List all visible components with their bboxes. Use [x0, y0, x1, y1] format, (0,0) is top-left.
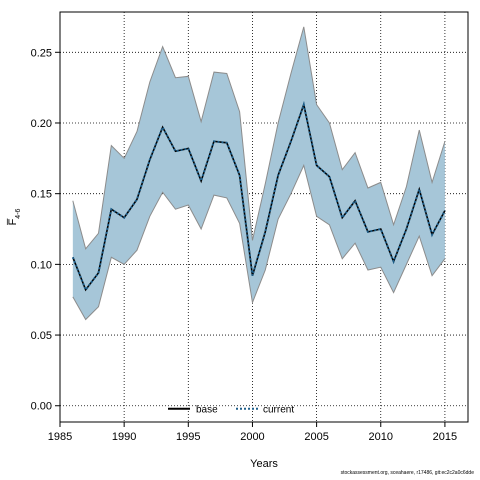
- legend-label-base: base: [196, 405, 218, 416]
- plot-frame: [59, 11, 469, 423]
- y-tick-label: 0.25: [31, 47, 52, 59]
- x-tick-label: 2005: [304, 431, 328, 443]
- confidence-band: [72, 26, 446, 321]
- legend-label-current: current: [263, 405, 294, 416]
- x-tick-label: 1985: [48, 431, 72, 443]
- x-tick-label: 1995: [176, 431, 200, 443]
- y-axis-title-sub: 4-6: [15, 208, 22, 218]
- band-area: [72, 26, 445, 320]
- band-lower-edge: [72, 163, 446, 321]
- y-tick-label: 0.05: [31, 330, 52, 342]
- series-line-current: [71, 100, 446, 292]
- svg-text:F̅4-6: F̅4-6: [7, 208, 22, 225]
- y-tick-label: 0.00: [31, 401, 52, 413]
- x-tick-label: 1990: [112, 431, 136, 443]
- x-tick-label: 2015: [433, 431, 457, 443]
- series-lines: [71, 100, 446, 292]
- x-axis-title: Years: [250, 458, 278, 470]
- footer-credit: stockassessment.org, sceahaere, r17486, …: [340, 470, 474, 476]
- y-axis-title-main: F̅: [7, 218, 19, 226]
- y-tick-label: 0.10: [31, 259, 52, 271]
- y-tick-label: 0.15: [31, 189, 52, 201]
- axis-ticks: 1985 1990 1995 2000 2005 2010 2015 0.00 0.05 0.10…: [31, 47, 458, 443]
- x-tick-label: 2010: [369, 431, 393, 443]
- y-tick-label: 0.20: [31, 118, 52, 130]
- legend: base current: [168, 405, 294, 416]
- band-upper-edge: [72, 26, 446, 250]
- y-axis-title: F̅4-6: [7, 208, 22, 225]
- x-tick-label: 2000: [240, 431, 264, 443]
